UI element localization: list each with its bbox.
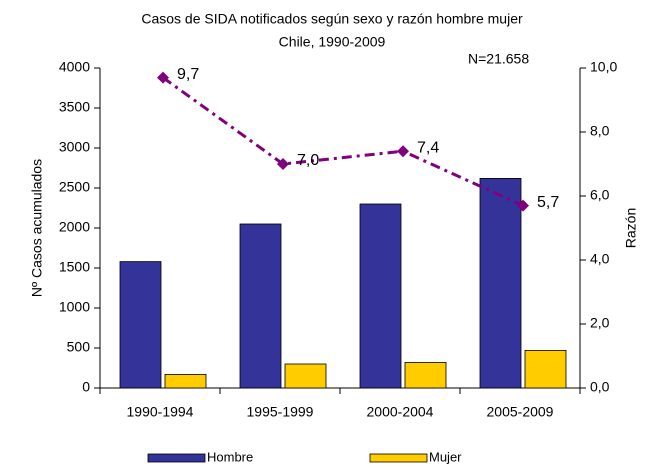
data-label: 5,7: [537, 194, 559, 211]
x-tick-label: 2000-2004: [367, 404, 434, 420]
annotation: N=21.658: [468, 51, 529, 67]
y2-tick-label: 4,0: [590, 251, 610, 267]
y2-tick-label: 8,0: [590, 123, 610, 139]
y2-tick-label: 10,0: [590, 59, 617, 75]
bar: [479, 177, 522, 389]
legend-label: Mujer: [429, 449, 462, 464]
bar: [524, 349, 567, 389]
x-tick-label: 2005-2009: [487, 404, 554, 420]
legend-swatch: [147, 453, 206, 463]
bar: [404, 361, 447, 389]
y2-axis-label: Razón: [623, 208, 639, 248]
data-label: 7,0: [297, 152, 319, 169]
y-tick-label: 500: [67, 339, 91, 355]
ratio-marker: [397, 145, 409, 158]
x-tick-label: 1995-1999: [247, 404, 314, 420]
data-label: 9,7: [177, 66, 199, 83]
y-tick-label: 2500: [59, 179, 90, 195]
bar: [284, 363, 327, 389]
y-tick-label: 1500: [59, 259, 90, 275]
y2-tick-label: 6,0: [590, 187, 610, 203]
bar: [359, 203, 402, 389]
chart-subtitle: Chile, 1990-2009: [279, 34, 386, 50]
bar: [239, 223, 282, 389]
y2-tick-label: 0,0: [590, 379, 610, 395]
ratio-marker: [517, 199, 529, 212]
y-tick-label: 0: [82, 379, 90, 395]
x-tick-label: 1990-1994: [127, 404, 194, 420]
bar: [119, 261, 162, 389]
legend-label: Hombre: [207, 449, 253, 464]
y-axis-label: Nº Casos acumulados: [29, 159, 45, 297]
y-tick-label: 2000: [59, 219, 90, 235]
y-tick-label: 1000: [59, 299, 90, 315]
ratio-line: [162, 76, 524, 207]
bar: [164, 373, 207, 389]
ratio-marker: [277, 158, 289, 170]
chart-title: Casos de SIDA notificados según sexo y r…: [141, 11, 523, 27]
y-tick-label: 4000: [59, 59, 90, 75]
legend-swatch: [369, 453, 428, 463]
y2-tick-label: 2,0: [590, 315, 610, 331]
ratio-marker: [157, 71, 169, 84]
y-tick-label: 3500: [59, 99, 90, 115]
data-label: 7,4: [417, 139, 439, 156]
y-tick-label: 3000: [59, 139, 90, 155]
